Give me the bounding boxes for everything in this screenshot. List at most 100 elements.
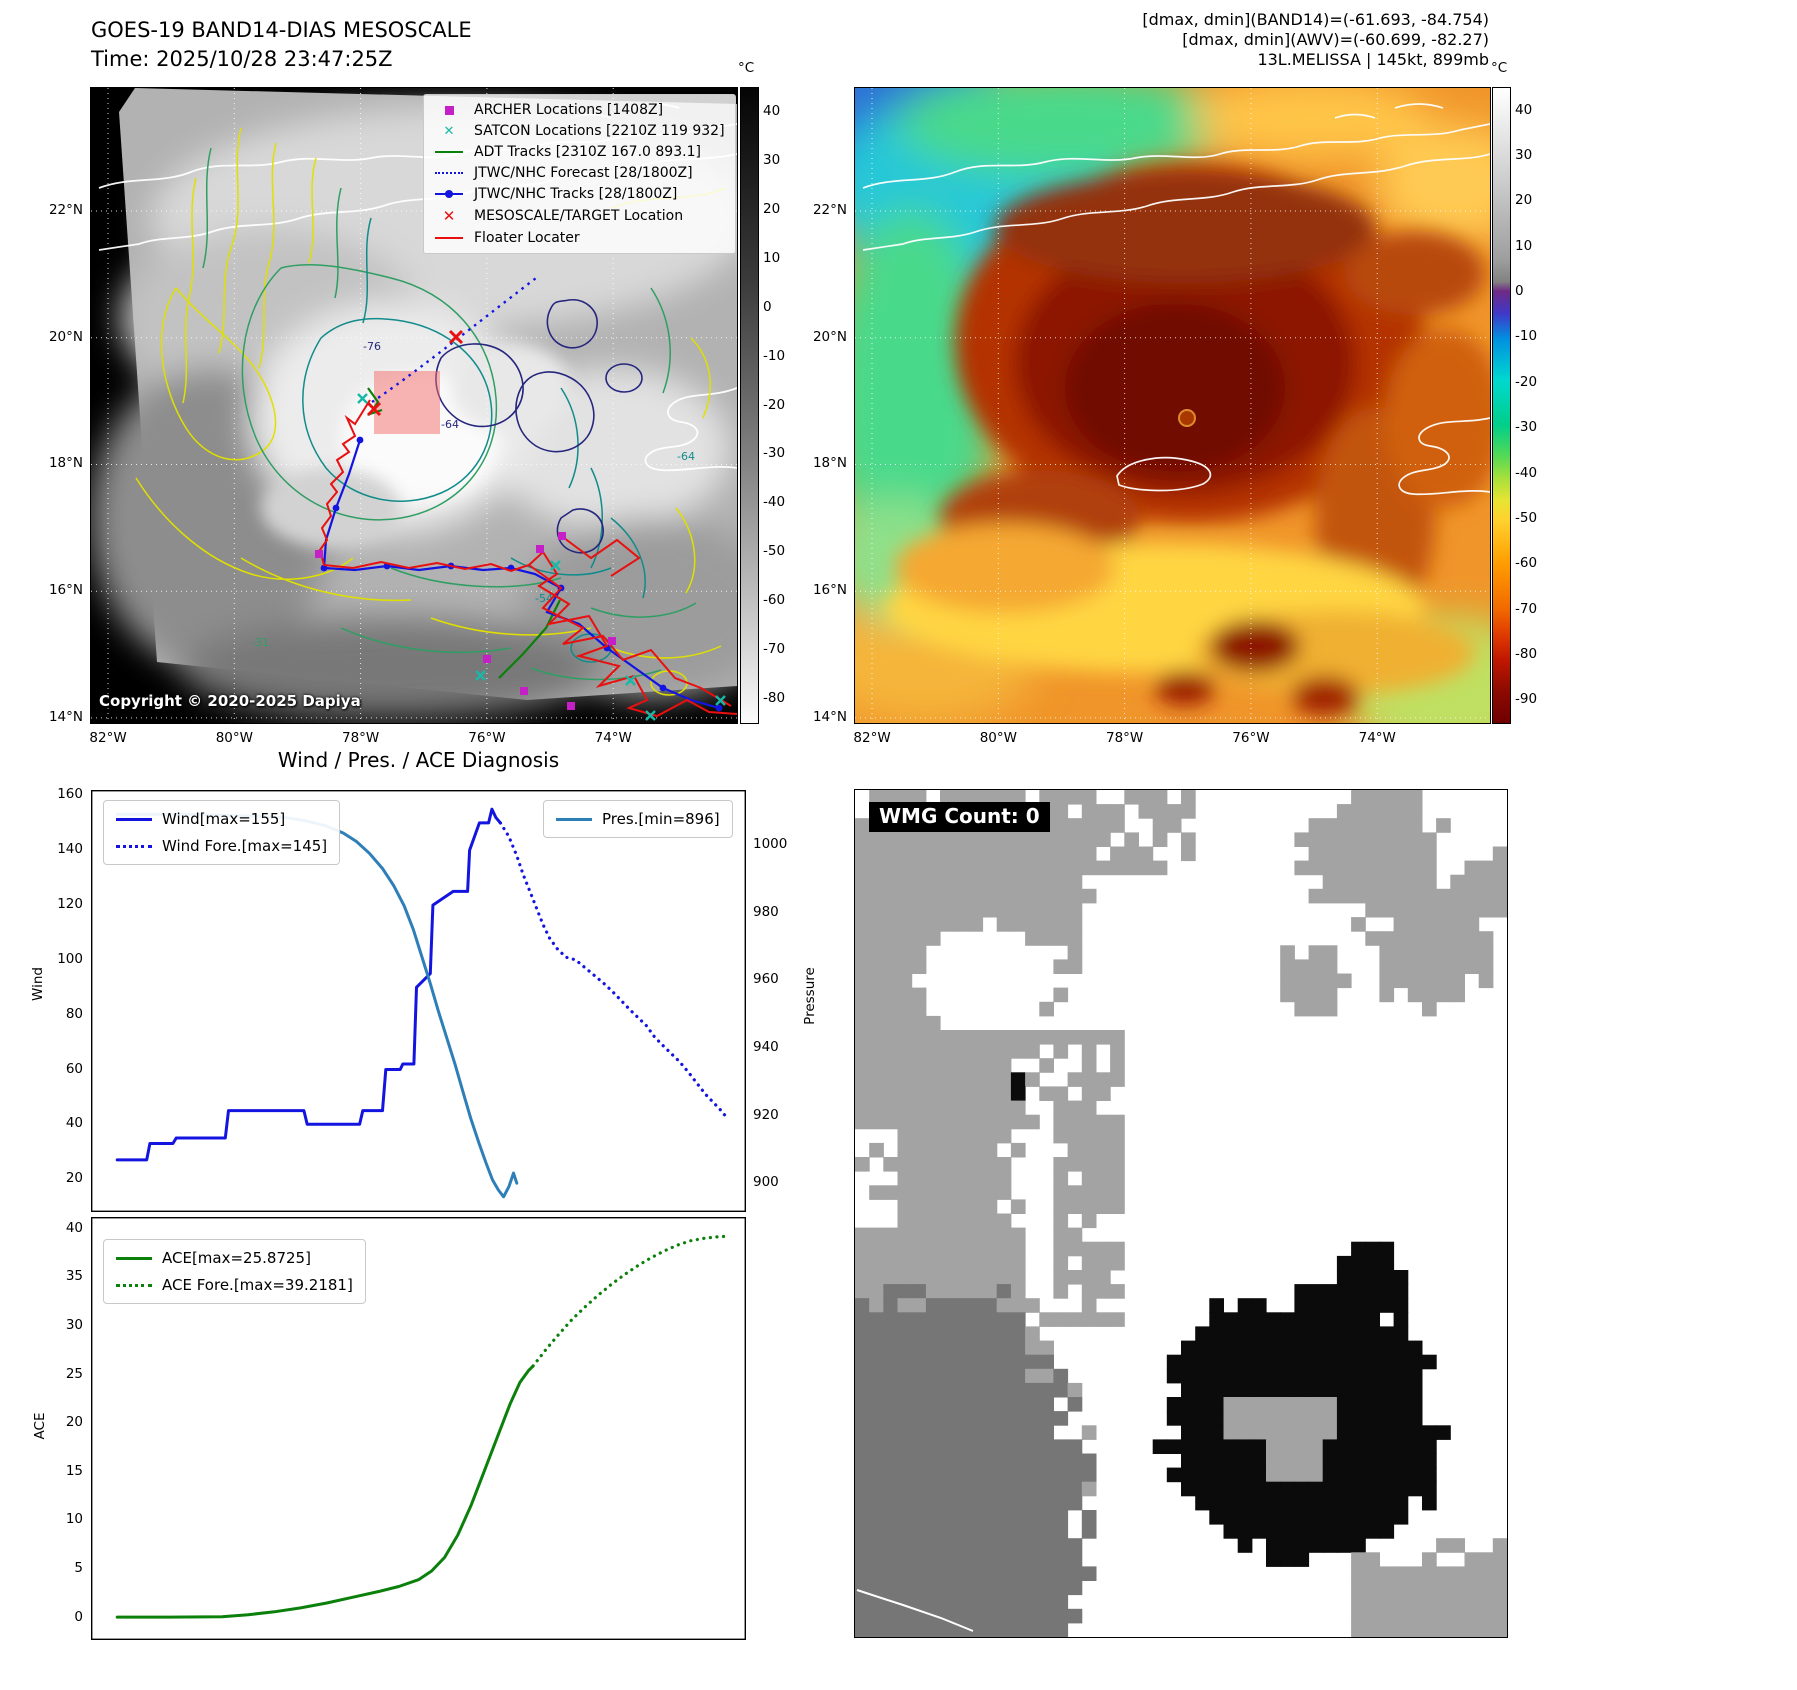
axis-tick-label: 40 (65, 1115, 83, 1132)
awv-satellite-image (855, 88, 1490, 723)
colorbar-tick-label: -20 (763, 396, 786, 413)
contour-labels: -76 -64 -64 -54 -31 (251, 340, 695, 649)
colorbar-tick-label: 20 (763, 201, 781, 218)
lon-tick-label: 78°W (1106, 730, 1144, 746)
awv-colorbar (1492, 87, 1511, 724)
colorbar-tick-label: 0 (763, 298, 772, 315)
axis-tick-label: 35 (65, 1268, 83, 1285)
colorbar-tick-label: 40 (763, 103, 781, 120)
axis-tick-label: 80 (65, 1005, 83, 1022)
band14-colorbar (740, 87, 759, 724)
lon-tick-label: 82°W (853, 730, 891, 746)
storm-id-intensity: 13L.MELISSA | 145kt, 899mb (1257, 50, 1489, 69)
band14-satellite-map: -76 -64 -64 -54 -31 (90, 87, 738, 724)
axis-tick-label: 10 (65, 1511, 83, 1528)
temperature-contours (135, 127, 727, 696)
axis-tick-label: 960 (753, 971, 779, 988)
colorbar-tick-label: -70 (1515, 600, 1538, 617)
colorbar-tick-label: -80 (1515, 645, 1538, 662)
svg-text:-76: -76 (363, 340, 381, 353)
legend-item: ADT Tracks [2310Z 167.0 893.1] (434, 144, 725, 160)
colorbar-tick-label: -20 (1515, 373, 1538, 390)
wind-pressure-ace-chart (90, 789, 746, 1641)
axis-tick-label: 20 (65, 1414, 83, 1431)
colorbar-tick-label: -80 (763, 689, 786, 706)
lon-tick-label: 76°W (468, 730, 506, 746)
lon-tick-label: 80°W (979, 730, 1017, 746)
pressure-axis-label: Pressure (802, 967, 818, 1025)
axis-tick-label: 30 (65, 1316, 83, 1333)
satcon-markers (357, 393, 726, 721)
lat-tick-label: 22°N (48, 201, 83, 218)
legend-item: ✕ MESOSCALE/TARGET Location (442, 207, 684, 225)
axis-tick-label: 920 (753, 1106, 779, 1123)
target-markers (366, 329, 464, 417)
legend-item: Wind[max=155] (116, 810, 327, 828)
axis-tick-label: 0 (74, 1608, 83, 1625)
axis-tick-label: 15 (65, 1462, 83, 1479)
colorbar-tick-label: 30 (1515, 147, 1533, 164)
lon-tick-label: 74°W (594, 730, 632, 746)
mesoscale-target-area (374, 371, 440, 434)
legend-item: JTWC/NHC Forecast [28/1800Z] (434, 165, 725, 181)
axis-tick-label: 900 (753, 1174, 779, 1191)
pressure-legend: Pres.[min=896] (543, 800, 733, 838)
lat-tick-label: 18°N (812, 455, 847, 472)
lat-tick-label: 22°N (812, 201, 847, 218)
coastlines (862, 103, 1490, 496)
hurricane-eye (1178, 409, 1196, 427)
lat-tick-label: 16°N (812, 582, 847, 599)
axis-tick-label: 940 (753, 1038, 779, 1055)
axis-tick-label: 100 (57, 950, 83, 967)
colorbar-tick-label: -70 (763, 640, 786, 657)
colorbar-tick-label: 20 (1515, 192, 1533, 209)
axis-tick-label: 140 (57, 841, 83, 858)
colorbar-tick-label: -90 (1515, 691, 1538, 708)
wmg-map-panel: WMG Count: 0 (854, 789, 1508, 1638)
colorbar-tick-label: -50 (1515, 509, 1538, 526)
colorbar-unit: °C (1491, 60, 1508, 76)
axis-tick-label: 1000 (753, 835, 788, 852)
colorbar-tick-label: 10 (1515, 237, 1533, 254)
legend-item: Wind Fore.[max=145] (116, 837, 327, 855)
axis-tick-label: 20 (65, 1170, 83, 1187)
colorbar-tick-label: 30 (763, 152, 781, 169)
lon-tick-label: 80°W (215, 730, 253, 746)
colorbar-tick-label: -50 (763, 543, 786, 560)
dmax-dmin-awv: [dmax, dmin](AWV)=(-60.699, -82.27) (1182, 30, 1489, 49)
colorbar-tick-label: -10 (1515, 328, 1538, 345)
svg-text:-64: -64 (441, 418, 459, 431)
charts-title: Wind / Pres. / ACE Diagnosis (277, 748, 560, 772)
axis-tick-label: 980 (753, 903, 779, 920)
colorbar-tick-label: 10 (763, 249, 781, 266)
map-legend: ARCHER Locations [1408Z] ✕ SATCON Location… (423, 94, 736, 254)
svg-text:-64: -64 (677, 450, 695, 463)
axis-tick-label: 25 (65, 1365, 83, 1382)
svg-text:-31: -31 (251, 636, 269, 649)
lon-tick-label: 78°W (342, 730, 380, 746)
colorbar-tick-label: -10 (763, 347, 786, 364)
axis-tick-label: 160 (57, 786, 83, 803)
wind-legend: Wind[max=155] Wind Fore.[max=145] (103, 800, 341, 865)
panel-title: GOES-19 BAND14-DIAS MESOSCALE (91, 18, 472, 42)
legend-item: ARCHER Locations [1408Z] (434, 102, 725, 118)
awv-satellite-map (854, 87, 1491, 724)
colorbar-tick-label: 0 (1515, 283, 1524, 300)
awv-panel-header: [dmax, dmin](BAND14)=(-61.693, -84.754) … (855, 10, 1489, 70)
colorbar-tick-label: -40 (763, 494, 786, 511)
lat-tick-label: 16°N (48, 582, 83, 599)
panel-time: Time: 2025/10/28 23:47:25Z (91, 47, 393, 71)
legend-item: Floater Locater (434, 230, 725, 246)
colorbar-tick-label: -30 (1515, 419, 1538, 436)
lat-tick-label: 14°N (812, 708, 847, 725)
axis-tick-label: 120 (57, 896, 83, 913)
lon-tick-label: 82°W (89, 730, 127, 746)
lat-tick-label: 14°N (48, 708, 83, 725)
legend-item: ✕ SATCON Locations [2210Z 119 932] (443, 123, 725, 139)
wmg-pixel-grid (855, 790, 1507, 1637)
colorbar-tick-label: -40 (1515, 464, 1538, 481)
ace-legend: ACE[max=25.8725] ACE Fore.[max=39.2181] (103, 1239, 366, 1304)
coastline (856, 1589, 974, 1632)
colorbar-unit: °C (738, 60, 755, 76)
lon-tick-label: 76°W (1232, 730, 1270, 746)
